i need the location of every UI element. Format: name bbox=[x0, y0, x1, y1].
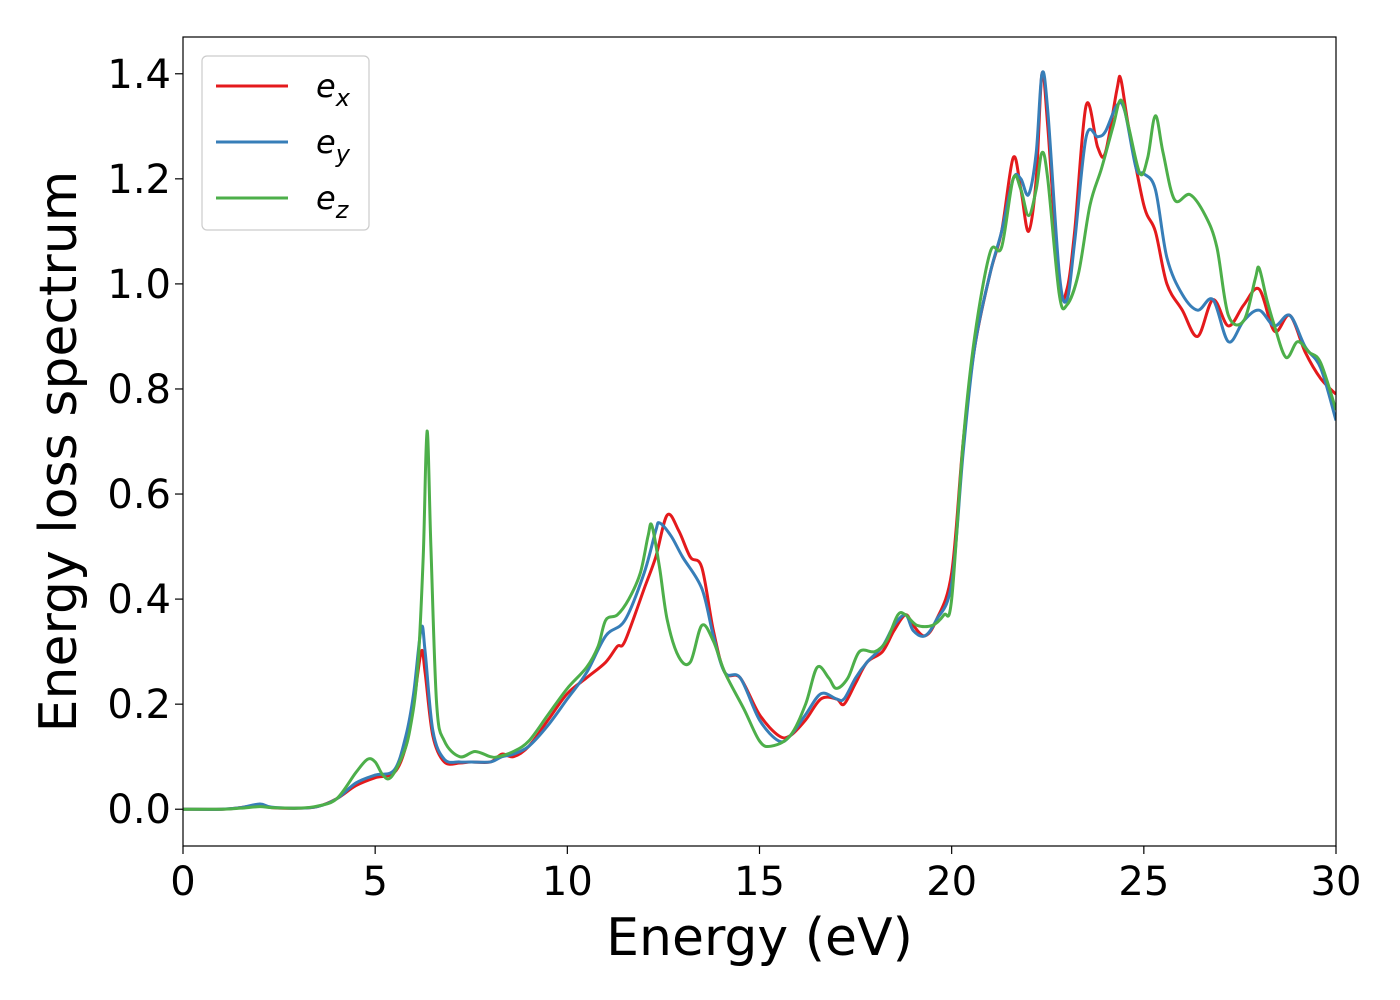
y-axis-label: Energy loss spectrum bbox=[29, 171, 89, 733]
x-tick-label: 25 bbox=[1118, 859, 1169, 905]
y-tick-label: 1.2 bbox=[107, 157, 171, 203]
y-tick-label: 0.2 bbox=[107, 682, 171, 728]
legend-label-z: ez bbox=[316, 179, 350, 224]
legend: ex ey ez bbox=[201, 55, 370, 231]
axes: 0 5 10 15 20 25 30 0.0 0.2 0.4 0.6 0.8 1.0 1.2 1.4 bbox=[107, 36, 1362, 905]
y-tick-label: 0.6 bbox=[107, 472, 171, 518]
legend-label-x: ex bbox=[316, 67, 351, 112]
y-tick-label: 0.0 bbox=[107, 787, 171, 833]
x-tick-label: 5 bbox=[362, 859, 387, 905]
x-tick-label: 10 bbox=[542, 859, 593, 905]
legend-label-y: ey bbox=[316, 123, 351, 168]
x-tick-label: 15 bbox=[734, 859, 785, 905]
y-tick-label: 0.4 bbox=[107, 577, 171, 623]
y-tick-label: 1.0 bbox=[107, 262, 171, 308]
x-tick-label: 30 bbox=[1311, 859, 1362, 905]
plot-lines bbox=[183, 70, 1336, 811]
series-line-z bbox=[183, 98, 1336, 811]
x-axis-label: Energy (eV) bbox=[606, 908, 913, 968]
x-tick-label: 20 bbox=[926, 859, 977, 905]
y-tick-label: 0.8 bbox=[107, 367, 171, 413]
x-tick-label: 0 bbox=[170, 859, 195, 905]
y-tick-label: 1.4 bbox=[107, 52, 171, 98]
